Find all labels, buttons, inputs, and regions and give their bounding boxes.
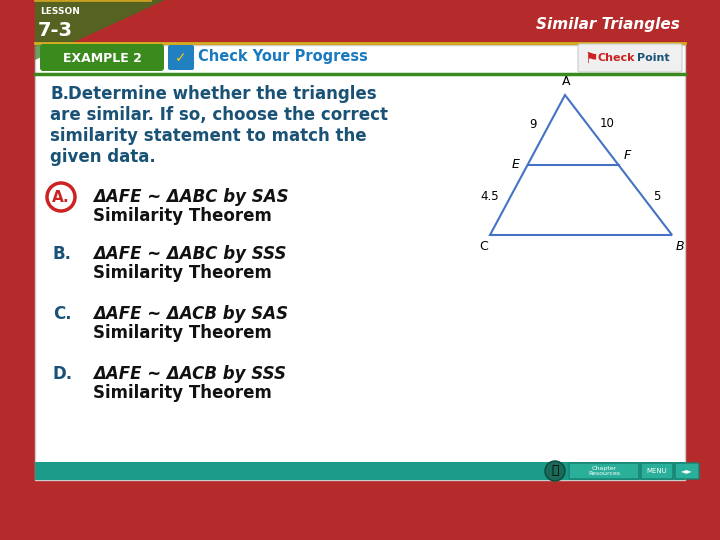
Text: LESSON: LESSON <box>40 7 80 16</box>
Text: Point: Point <box>637 53 670 63</box>
FancyBboxPatch shape <box>168 45 194 70</box>
Text: are similar. If so, choose the correct: are similar. If so, choose the correct <box>50 106 388 124</box>
Text: 7-3: 7-3 <box>38 21 73 40</box>
Text: 5: 5 <box>653 190 661 203</box>
Text: C.: C. <box>53 305 71 323</box>
FancyBboxPatch shape <box>569 463 639 479</box>
Text: Similarity Theorem: Similarity Theorem <box>93 384 272 402</box>
Text: ΔAFE ~ ΔABC by SSS: ΔAFE ~ ΔABC by SSS <box>93 245 287 263</box>
Text: F: F <box>624 149 631 162</box>
Text: 4.5: 4.5 <box>480 190 499 203</box>
Text: ✓: ✓ <box>175 51 186 65</box>
Text: 9: 9 <box>528 118 536 131</box>
Text: Similar Triangles: Similar Triangles <box>536 17 680 32</box>
Text: Similarity Theorem: Similarity Theorem <box>93 324 272 342</box>
Text: EXAMPLE 2: EXAMPLE 2 <box>63 51 141 64</box>
Text: MENU: MENU <box>647 468 667 474</box>
Text: Similarity Theorem: Similarity Theorem <box>93 264 272 282</box>
Text: D.: D. <box>53 365 73 383</box>
Text: B.: B. <box>50 85 69 103</box>
Text: Similarity Theorem: Similarity Theorem <box>93 207 272 225</box>
Text: B.: B. <box>53 245 72 263</box>
Circle shape <box>545 461 565 481</box>
Text: Check: Check <box>598 53 636 63</box>
FancyBboxPatch shape <box>40 44 164 71</box>
Text: Check Your Progress: Check Your Progress <box>198 50 368 64</box>
Text: ΔAFE ~ ΔACB by SSS: ΔAFE ~ ΔACB by SSS <box>93 365 286 383</box>
Text: 🌐: 🌐 <box>552 464 559 477</box>
Polygon shape <box>35 0 165 60</box>
Text: 10: 10 <box>600 117 615 130</box>
FancyBboxPatch shape <box>641 463 673 479</box>
Text: similarity statement to match the: similarity statement to match the <box>50 127 366 145</box>
Text: A.: A. <box>52 190 70 205</box>
FancyBboxPatch shape <box>578 44 682 72</box>
Text: Determine whether the triangles: Determine whether the triangles <box>68 85 377 103</box>
Text: E: E <box>512 158 520 171</box>
FancyBboxPatch shape <box>675 463 699 479</box>
Text: ◄►: ◄► <box>681 467 693 476</box>
Text: ⚑: ⚑ <box>584 51 598 65</box>
Text: Chapter
Resources: Chapter Resources <box>588 465 620 476</box>
Text: A: A <box>562 75 570 88</box>
FancyBboxPatch shape <box>35 45 685 480</box>
Text: given data.: given data. <box>50 148 156 166</box>
Text: ΔAFE ~ ΔACB by SAS: ΔAFE ~ ΔACB by SAS <box>93 305 288 323</box>
FancyBboxPatch shape <box>35 462 685 480</box>
Text: ΔAFE ~ ΔABC by SAS: ΔAFE ~ ΔABC by SAS <box>93 188 289 206</box>
Text: B: B <box>675 240 684 253</box>
Text: C: C <box>480 240 488 253</box>
